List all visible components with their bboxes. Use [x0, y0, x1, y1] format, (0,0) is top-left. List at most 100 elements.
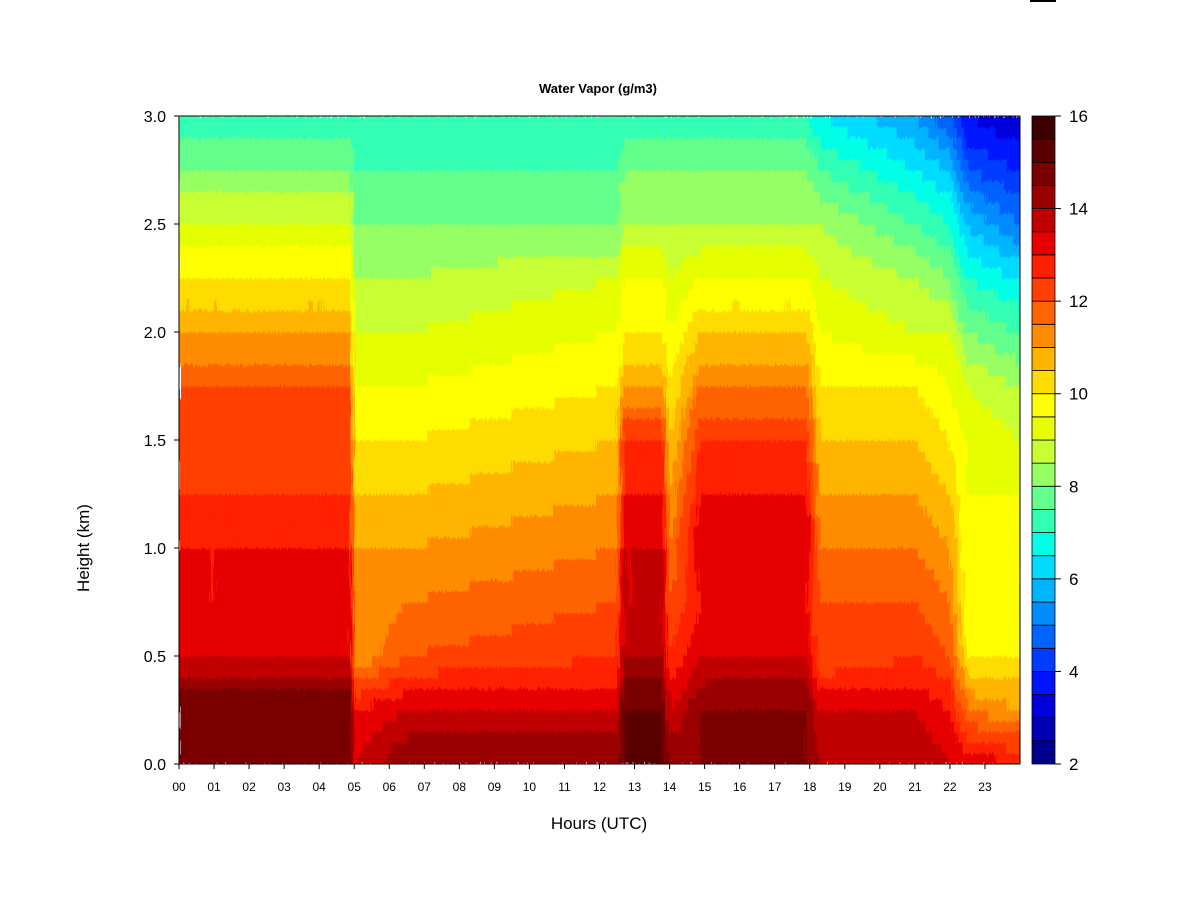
- heatmap-cell: [326, 126, 331, 139]
- heatmap-cell: [469, 720, 474, 733]
- heatmap-cell: [270, 288, 275, 301]
- heatmap-cell: [263, 494, 268, 506]
- heatmap-cell: [343, 753, 348, 764]
- heatmap-cell: [354, 688, 359, 700]
- heatmap-cell: [284, 148, 289, 160]
- heatmap-cell: [203, 623, 208, 635]
- heatmap-cell: [224, 548, 229, 560]
- heatmap-cell: [266, 116, 271, 128]
- heatmap-cell: [189, 720, 194, 733]
- heatmap-cell: [378, 656, 383, 668]
- heatmap-cell: [333, 321, 338, 333]
- heatmap-cell: [217, 710, 222, 722]
- heatmap-cell: [452, 342, 457, 355]
- heatmap-cell: [217, 288, 222, 301]
- heatmap-cell: [424, 191, 429, 203]
- heatmap-cell: [284, 645, 289, 657]
- heatmap-cell: [207, 731, 212, 743]
- heatmap-cell: [445, 666, 450, 679]
- heatmap-cell: [452, 526, 457, 538]
- heatmap-cell: [298, 537, 303, 549]
- heatmap-cell: [420, 180, 425, 193]
- heatmap-cell: [417, 710, 422, 722]
- heatmap-cell: [214, 450, 219, 463]
- heatmap-cell: [210, 256, 215, 268]
- heatmap-cell: [459, 159, 464, 171]
- heatmap-cell: [245, 116, 250, 128]
- heatmap-cell: [448, 288, 453, 301]
- heatmap-cell: [340, 753, 345, 764]
- heatmap-cell: [298, 353, 303, 365]
- heatmap-cell: [319, 494, 324, 506]
- heatmap-cell: [186, 418, 191, 430]
- heatmap-cell: [333, 504, 338, 517]
- heatmap-cell: [186, 148, 191, 160]
- heatmap-cell: [413, 677, 418, 689]
- heatmap-cell: [252, 310, 257, 322]
- heatmap-cell: [417, 342, 422, 355]
- heatmap-cell: [368, 742, 373, 754]
- heatmap-cell: [280, 634, 285, 646]
- heatmap-cell: [277, 375, 282, 387]
- heatmap-cell: [343, 288, 348, 301]
- heatmap-cell: [406, 234, 411, 247]
- heatmap-cell: [343, 537, 348, 549]
- heatmap-cell: [238, 353, 243, 365]
- heatmap-cell: [427, 612, 432, 625]
- heatmap-cell: [319, 602, 324, 614]
- heatmap-cell: [266, 213, 271, 225]
- heatmap-cell: [179, 720, 184, 733]
- heatmap-cell: [378, 602, 383, 614]
- heatmap-cell: [322, 202, 327, 214]
- heatmap-cell: [420, 623, 425, 635]
- heatmap-cell: [329, 666, 334, 679]
- heatmap-cell: [417, 202, 422, 214]
- heatmap-cell: [245, 310, 250, 322]
- heatmap-cell: [347, 234, 352, 247]
- heatmap-cell: [403, 569, 408, 581]
- heatmap-cell: [249, 267, 254, 279]
- heatmap-cell: [448, 731, 453, 743]
- heatmap-cell: [322, 537, 327, 549]
- heatmap-cell: [179, 180, 184, 193]
- heatmap-cell: [203, 429, 208, 441]
- heatmap-cell: [291, 634, 296, 646]
- heatmap-cell: [424, 591, 429, 603]
- heatmap-cell: [445, 245, 450, 257]
- heatmap-cell: [196, 548, 201, 560]
- heatmap-cell: [434, 483, 439, 495]
- heatmap-cell: [315, 429, 320, 441]
- heatmap-cell: [284, 591, 289, 603]
- heatmap-cell: [399, 418, 404, 430]
- heatmap-cell: [298, 612, 303, 625]
- heatmap-cell: [427, 386, 432, 398]
- heatmap-cell: [406, 321, 411, 333]
- heatmap-cell: [214, 753, 219, 764]
- heatmap-cell: [319, 256, 324, 268]
- heatmap-cell: [329, 418, 334, 430]
- heatmap-cell: [364, 612, 369, 625]
- heatmap-cell: [179, 364, 184, 376]
- heatmap-cell: [431, 504, 436, 517]
- heatmap-cell: [242, 504, 247, 517]
- heatmap-cell: [189, 699, 194, 711]
- heatmap-cell: [259, 558, 264, 571]
- heatmap-cell: [347, 202, 352, 214]
- heatmap-cell: [301, 483, 306, 495]
- heatmap-cell: [389, 710, 394, 722]
- heatmap-cell: [308, 278, 313, 290]
- heatmap-cell: [441, 148, 446, 160]
- heatmap-cell: [448, 429, 453, 441]
- heatmap-cell: [200, 288, 205, 301]
- heatmap-cell: [298, 148, 303, 160]
- heatmap-cell: [266, 299, 271, 311]
- heatmap-cell: [371, 159, 376, 171]
- heatmap-cell: [252, 742, 257, 754]
- heatmap-cell: [420, 440, 425, 452]
- heatmap-cell: [315, 666, 320, 679]
- heatmap-cell: [301, 321, 306, 333]
- heatmap-cell: [455, 159, 460, 171]
- heatmap-cell: [322, 612, 327, 625]
- heatmap-cell: [308, 116, 313, 128]
- heatmap-cell: [263, 483, 268, 495]
